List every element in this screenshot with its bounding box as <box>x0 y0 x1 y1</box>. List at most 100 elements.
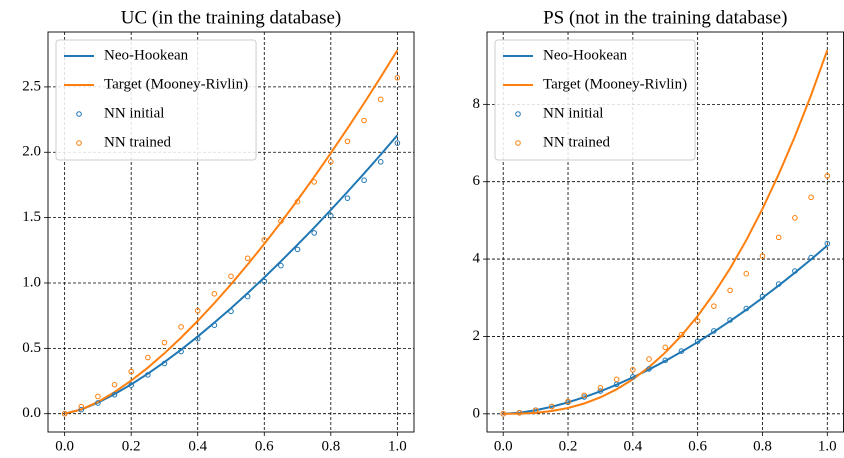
series-line <box>503 49 829 415</box>
x-tick-label: 0.8 <box>753 438 772 454</box>
data-point <box>244 293 251 300</box>
data-point <box>630 374 636 380</box>
data-point <box>516 410 523 416</box>
data-point <box>711 328 717 334</box>
data-point <box>78 403 85 410</box>
series-line <box>64 134 399 415</box>
subplot: UC (in the training database) 0.0 0.2 0.4 0.… <box>22 7 415 454</box>
data-point <box>808 194 814 201</box>
y-tick-label: 6 <box>473 173 481 189</box>
data-point <box>61 410 68 417</box>
data-point <box>678 348 685 354</box>
y-tick-label: 2 <box>473 328 481 344</box>
data-point <box>178 324 184 330</box>
data-point <box>145 354 151 361</box>
x-tick-label: 0.6 <box>255 438 274 454</box>
chart-title: PS (not in the training database) <box>543 7 787 28</box>
legend-label: Neo-Hookean <box>543 47 628 63</box>
data-point <box>261 237 268 243</box>
data-point <box>532 407 539 414</box>
legend-box <box>55 39 257 161</box>
data-point <box>581 392 588 399</box>
plot-area <box>500 49 831 417</box>
data-point <box>128 382 134 389</box>
data-point <box>128 368 134 375</box>
legend: Neo-Hookean Target (Mooney-Rivlin) NN init… <box>494 39 696 161</box>
data-point <box>565 398 571 405</box>
series-line <box>64 49 399 415</box>
data-point <box>646 366 652 372</box>
y-tick-label: 1.5 <box>22 209 41 225</box>
x-tick-label: 0.2 <box>559 438 578 454</box>
data-point <box>613 376 620 383</box>
data-point <box>775 281 782 287</box>
data-point <box>394 74 401 81</box>
legend-swatch <box>515 140 521 146</box>
data-point <box>549 403 555 410</box>
y-tick-label: 0.5 <box>22 340 41 356</box>
x-tick-label: 1.0 <box>818 438 837 454</box>
legend: Neo-Hookean Target (Mooney-Rivlin) NN init… <box>55 39 257 161</box>
data-point <box>228 308 234 315</box>
data-point <box>244 255 251 262</box>
data-point <box>646 356 652 362</box>
data-point <box>361 117 367 124</box>
data-point <box>278 218 284 224</box>
data-point <box>694 338 701 345</box>
data-point <box>95 393 101 400</box>
legend-swatch <box>76 140 82 146</box>
legend-label: Neo-Hookean <box>104 47 189 63</box>
data-point <box>145 372 151 378</box>
data-point <box>792 215 798 221</box>
data-point <box>824 240 831 247</box>
x-tick-label: 1.0 <box>388 438 407 454</box>
data-point <box>344 138 351 145</box>
chart-title: UC (in the training database) <box>121 7 342 28</box>
y-tick-label: 8 <box>473 96 481 112</box>
plot-frame <box>47 31 415 433</box>
data-point <box>178 348 184 355</box>
data-point <box>377 96 384 103</box>
data-point <box>278 262 284 269</box>
data-point <box>294 246 301 253</box>
data-point <box>211 322 218 329</box>
data-point <box>294 198 301 205</box>
data-point <box>662 344 669 351</box>
plot-area <box>61 49 401 417</box>
data-point <box>678 331 685 338</box>
x-tick-label: 0.2 <box>122 438 141 454</box>
y-tick-label: 1.0 <box>22 274 41 290</box>
data-point <box>792 268 798 274</box>
data-point <box>361 177 367 184</box>
x-tick-label: 0.0 <box>55 438 74 454</box>
legend-label: NN initial <box>543 105 603 121</box>
y-tick-label: 4 <box>473 251 481 267</box>
legend-label: NN initial <box>104 105 164 121</box>
data-point <box>311 230 317 236</box>
legend-label: Target (Mooney-Rivlin) <box>104 76 248 92</box>
data-point <box>328 212 334 219</box>
x-tick-label: 0.0 <box>494 438 513 454</box>
data-point <box>759 293 766 300</box>
data-point <box>743 270 750 277</box>
legend-swatch <box>76 111 82 117</box>
data-point <box>95 400 101 406</box>
x-tick-label: 0.4 <box>623 438 642 454</box>
data-point <box>597 388 604 394</box>
data-point <box>311 179 317 185</box>
data-point <box>727 287 733 294</box>
legend-label: Target (Mooney-Rivlin) <box>543 76 687 92</box>
data-point <box>694 318 701 324</box>
data-point <box>228 273 234 280</box>
series-line <box>503 244 828 415</box>
data-point <box>111 391 118 398</box>
data-point <box>581 394 588 400</box>
data-point <box>377 159 384 165</box>
data-point <box>78 406 85 413</box>
data-point <box>194 335 201 342</box>
data-point <box>500 411 507 417</box>
data-point <box>808 254 814 261</box>
data-point <box>111 381 118 388</box>
y-tick-label: 0.0 <box>22 405 41 421</box>
data-point <box>743 305 750 312</box>
